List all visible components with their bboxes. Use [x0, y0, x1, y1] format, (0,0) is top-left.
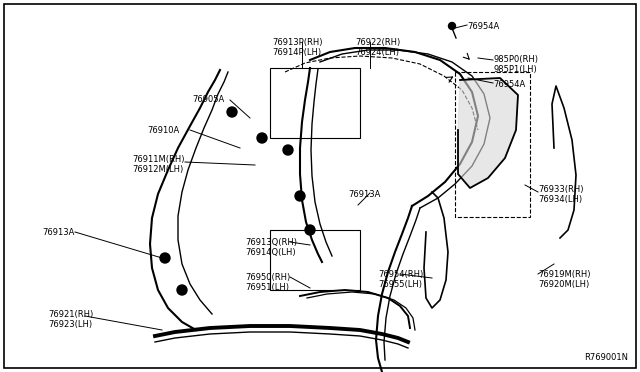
- Text: 76921(RH)
76923(LH): 76921(RH) 76923(LH): [48, 310, 93, 329]
- Text: 76954A: 76954A: [493, 80, 525, 89]
- Text: 76911M(RH)
76912M(LH): 76911M(RH) 76912M(LH): [132, 155, 184, 174]
- Polygon shape: [458, 78, 518, 188]
- Text: 76954A: 76954A: [467, 22, 499, 31]
- Circle shape: [177, 285, 187, 295]
- Text: 76919M(RH)
76920M(LH): 76919M(RH) 76920M(LH): [538, 270, 591, 289]
- Text: 76913A: 76913A: [348, 190, 380, 199]
- Text: 76922(RH)
76924(LH): 76922(RH) 76924(LH): [355, 38, 400, 57]
- Circle shape: [305, 225, 315, 235]
- Circle shape: [257, 133, 267, 143]
- Circle shape: [283, 145, 293, 155]
- Circle shape: [449, 22, 456, 29]
- Text: 76913A: 76913A: [42, 228, 74, 237]
- Text: 76913P(RH)
76914P(LH): 76913P(RH) 76914P(LH): [272, 38, 323, 57]
- Circle shape: [160, 253, 170, 263]
- Text: 76933(RH)
76934(LH): 76933(RH) 76934(LH): [538, 185, 584, 204]
- Circle shape: [295, 191, 305, 201]
- Text: 76954(RH)
76955(LH): 76954(RH) 76955(LH): [378, 270, 423, 289]
- Text: 76910A: 76910A: [147, 126, 179, 135]
- Circle shape: [227, 107, 237, 117]
- Text: 985P0(RH)
985P1(LH): 985P0(RH) 985P1(LH): [493, 55, 538, 74]
- Text: 76905A: 76905A: [192, 95, 224, 104]
- Text: 76913Q(RH)
76914Q(LH): 76913Q(RH) 76914Q(LH): [245, 238, 297, 257]
- Text: R769001N: R769001N: [584, 353, 628, 362]
- Text: 76950(RH)
76951(LH): 76950(RH) 76951(LH): [245, 273, 291, 292]
